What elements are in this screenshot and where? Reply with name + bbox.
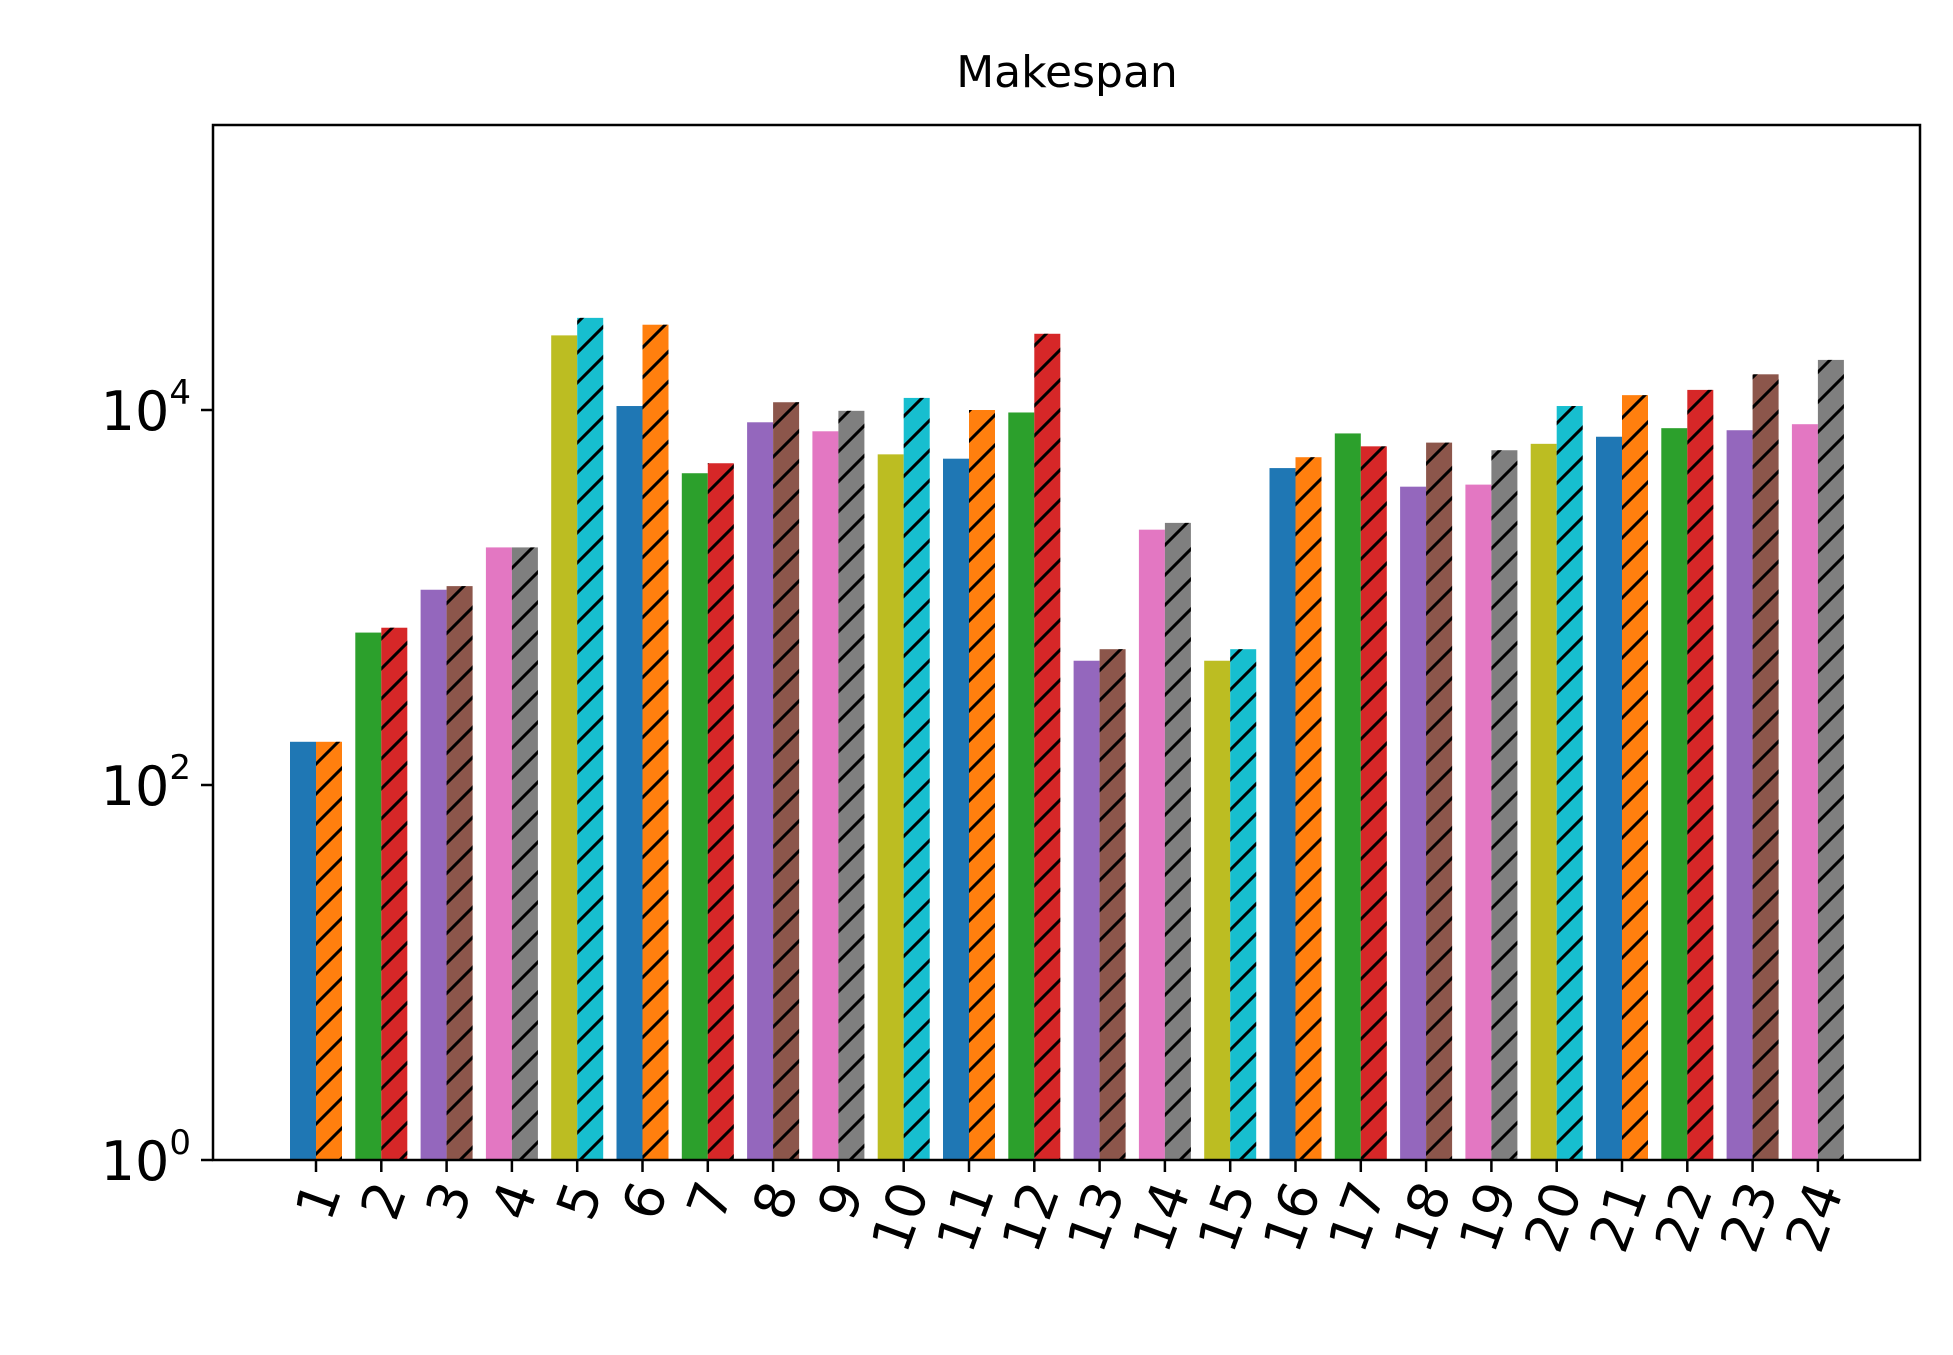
bar-hatch-12 — [1034, 333, 1061, 1161]
x-tick-label: 17 — [1316, 1174, 1399, 1260]
x-tick-label: 24 — [1773, 1174, 1856, 1260]
y-tick-label: 100 — [101, 1123, 191, 1193]
bar-hatch-10 — [903, 397, 930, 1160]
x-tick-label: 8 — [740, 1174, 811, 1228]
x-tick-label: 3 — [414, 1174, 485, 1228]
bar-hatch-4 — [511, 547, 538, 1160]
bar-hatch-18 — [1426, 442, 1453, 1160]
x-tick-label: 5 — [544, 1174, 615, 1228]
bar-3-a — [420, 589, 447, 1160]
bar-hatch-17 — [1360, 446, 1387, 1160]
bar-hatch-16 — [1295, 457, 1322, 1161]
bar-20-a — [1530, 443, 1557, 1160]
bar-hatch-21 — [1622, 395, 1648, 1160]
bar-22-a — [1661, 428, 1688, 1160]
plot-frame — [211, 123, 1922, 1162]
x-tick-label: 19 — [1447, 1174, 1530, 1260]
bar-hatch-23 — [1752, 374, 1779, 1160]
bar-7-a — [681, 473, 708, 1160]
x-tick-label: 1 — [283, 1174, 354, 1228]
bar-6-a — [616, 406, 643, 1161]
bar-hatch-8 — [773, 402, 800, 1160]
bar-hatch-3 — [446, 586, 473, 1160]
bar-8-a — [747, 422, 774, 1160]
bar-hatch-2 — [381, 627, 408, 1160]
bar-hatch-22 — [1687, 389, 1714, 1160]
x-tick-label: 6 — [610, 1174, 681, 1228]
x-tick-label: 20 — [1512, 1174, 1595, 1260]
bar-9-a — [812, 431, 839, 1161]
x-tick-label: 21 — [1577, 1174, 1660, 1260]
x-tick-label: 15 — [1185, 1174, 1268, 1260]
bar-18-a — [1400, 486, 1427, 1160]
x-tick-label: 18 — [1381, 1174, 1464, 1260]
bar-21-a — [1596, 436, 1622, 1161]
bar-hatch-24 — [1817, 359, 1844, 1161]
bar-hatch-1 — [316, 741, 342, 1160]
bar-4-a — [485, 547, 512, 1160]
bar-hatch-7 — [707, 463, 734, 1160]
x-tick-label: 22 — [1643, 1174, 1726, 1260]
x-tick-label: 2 — [348, 1174, 419, 1228]
y-tick-label: 102 — [101, 748, 191, 818]
bar-hatch-19 — [1491, 450, 1518, 1161]
bar-24-a — [1791, 424, 1818, 1160]
bar-1-a — [290, 741, 316, 1160]
x-tick-label: 11 — [924, 1174, 1007, 1260]
x-tick-label: 14 — [1120, 1174, 1203, 1260]
bar-13-a — [1073, 660, 1100, 1160]
bar-hatch-14 — [1164, 522, 1191, 1160]
x-tick-label: 4 — [479, 1174, 550, 1228]
x-tick-label: 23 — [1708, 1174, 1791, 1260]
bar-hatch-9 — [838, 410, 865, 1161]
bar-hatch-6 — [642, 324, 669, 1161]
bar-16-a — [1269, 468, 1296, 1160]
bar-19-a — [1465, 484, 1492, 1160]
bar-hatch-20 — [1556, 406, 1583, 1161]
bars-group — [290, 317, 1844, 1161]
x-tick-label: 13 — [1055, 1174, 1138, 1260]
bar-15-a — [1204, 660, 1231, 1160]
y-tick-label: 104 — [101, 373, 191, 443]
y-axis: 100 102 104 — [101, 373, 213, 1193]
bar-2-a — [355, 632, 382, 1160]
bar-hatch-11 — [969, 410, 995, 1160]
chart-title: Makespan — [956, 47, 1178, 98]
bar-12-a — [1008, 412, 1035, 1160]
bar-5-a — [551, 335, 578, 1161]
x-tick-label: 10 — [859, 1174, 942, 1260]
bar-hatch-5 — [577, 317, 604, 1160]
x-tick-label: 7 — [675, 1174, 746, 1228]
bar-11-a — [943, 458, 969, 1160]
bar-hatch-13 — [1099, 649, 1126, 1160]
bar-10-a — [877, 454, 904, 1160]
bar-17-a — [1334, 433, 1361, 1160]
x-tick-label: 16 — [1251, 1174, 1334, 1260]
x-tick-label: 12 — [990, 1174, 1073, 1260]
bar-14-a — [1138, 529, 1165, 1160]
bar-hatch-15 — [1230, 649, 1257, 1160]
bar-23-a — [1726, 430, 1753, 1160]
